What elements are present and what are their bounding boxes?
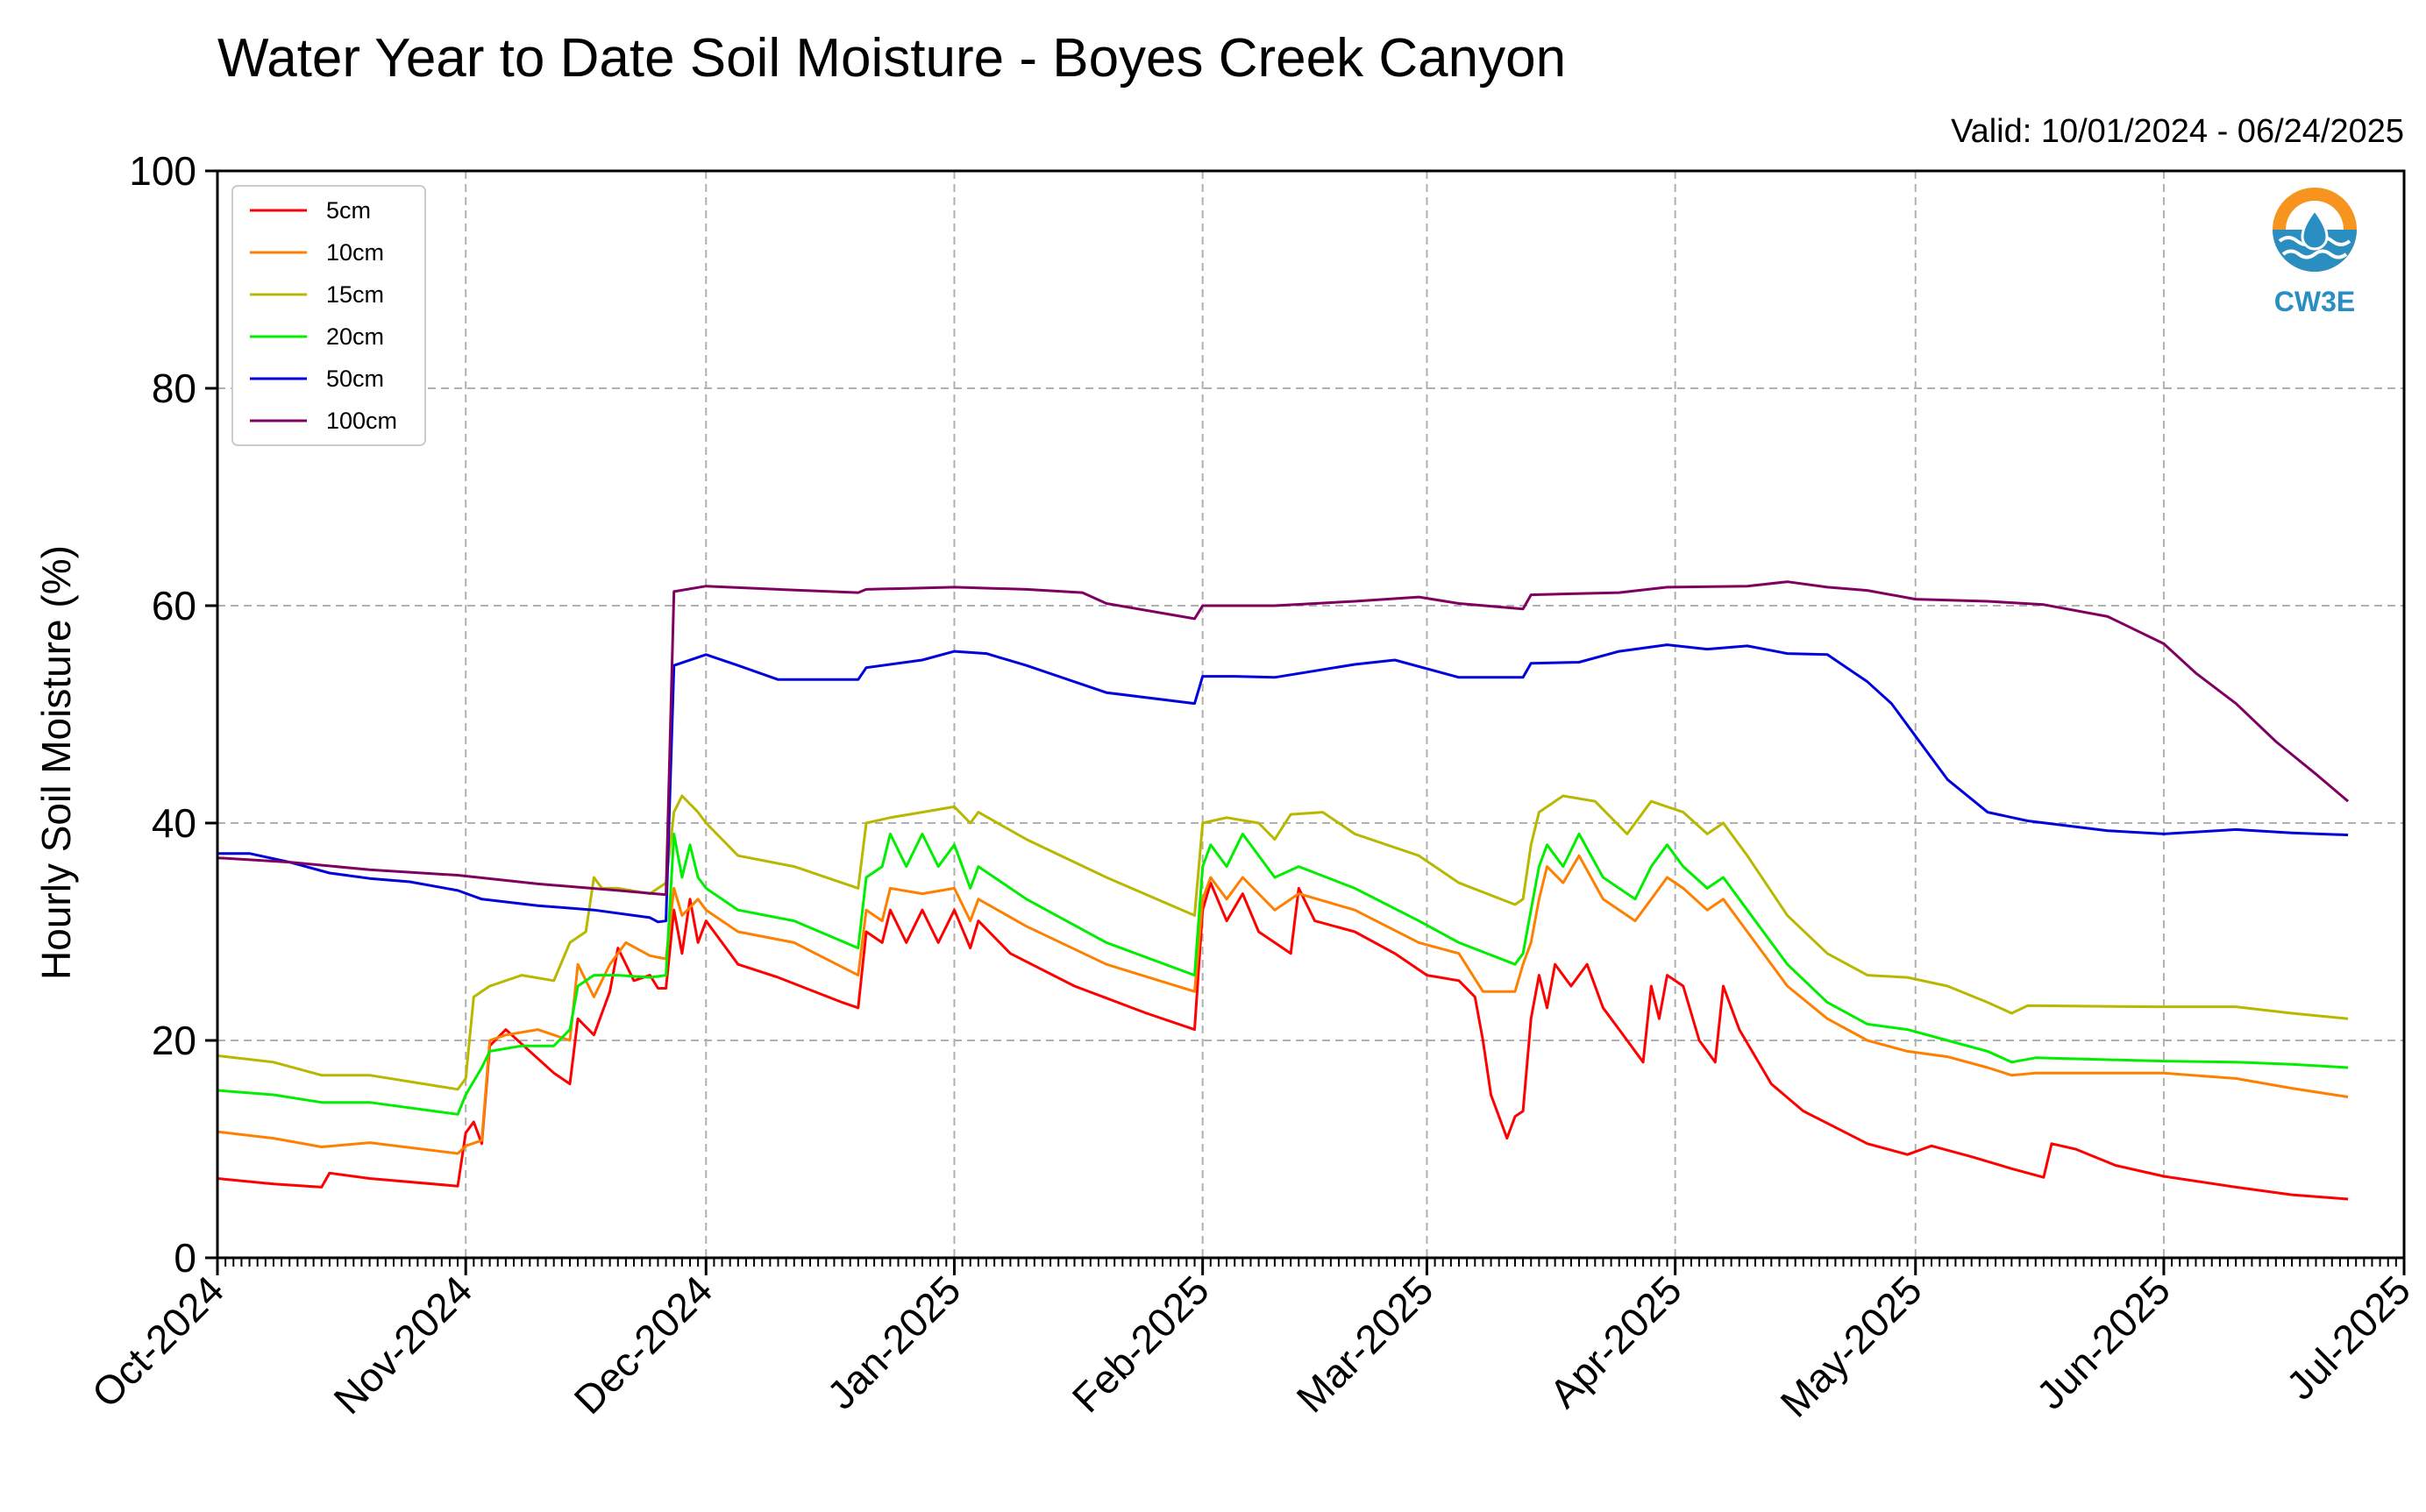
series-line-10cm [217, 854, 2349, 1155]
x-minor-ticks [217, 1258, 2405, 1267]
x-tick-label: Jul-2025 [2278, 1267, 2420, 1409]
legend-label-50cm: 50cm [326, 366, 384, 392]
valid-date-range: Valid: 10/01/2024 - 06/24/2025 [1951, 113, 2404, 150]
chart-title: Water Year to Date Soil Moisture - Boyes… [217, 28, 1566, 89]
cw3e-logo-icon [2273, 188, 2357, 272]
x-tick-label: Mar-2025 [1288, 1267, 1442, 1421]
x-tick-label: Jan-2025 [818, 1267, 969, 1417]
legend-label-20cm: 20cm [326, 323, 384, 350]
logo-text: CW3E [2274, 286, 2355, 317]
legend-label-100cm: 100cm [326, 408, 397, 434]
x-tick-label: Nov-2024 [324, 1267, 480, 1423]
y-tick-label: 40 [152, 800, 196, 846]
legend-label-15cm: 15cm [326, 281, 384, 308]
x-tick-label: Oct-2024 [83, 1267, 233, 1416]
tick-labels: 0 20 40 60 80 100 Oct-2024 Nov-2024 Dec-2024 Jan-… [83, 148, 2420, 1426]
axes [205, 169, 2406, 1275]
series-lines [217, 580, 2350, 1201]
y-tick-label: 60 [152, 583, 196, 628]
y-tick-label: 100 [129, 148, 196, 194]
legend-label-5cm: 5cm [326, 197, 371, 224]
x-tick-label: May-2025 [1771, 1267, 1930, 1425]
grid-lines [217, 171, 2404, 1258]
series-line-50cm [217, 643, 2349, 924]
legend-label-10cm: 10cm [326, 239, 384, 266]
x-tick-label: Dec-2024 [566, 1267, 722, 1423]
series-line-20cm [217, 832, 2349, 1116]
plot-frame [216, 169, 2406, 1260]
y-tick-label: 20 [152, 1018, 196, 1063]
legend-box [231, 185, 426, 446]
series-line-5cm [217, 881, 2349, 1201]
x-tick-label: Feb-2025 [1064, 1267, 1218, 1421]
y-axis-label: Hourly Soil Moisture (%) [33, 545, 79, 980]
series-line-15cm [217, 794, 2349, 1091]
x-tick-label: Jun-2025 [2028, 1267, 2179, 1417]
cw3e-logo: CW3E [2273, 188, 2357, 317]
series-line-100cm [217, 580, 2350, 897]
legend: 5cm 10cm 15cm 20cm 50cm 100cm [231, 185, 426, 446]
y-tick-label: 0 [174, 1235, 196, 1281]
y-tick-label: 80 [152, 366, 196, 411]
x-tick-label: Apr-2025 [1540, 1267, 1690, 1416]
